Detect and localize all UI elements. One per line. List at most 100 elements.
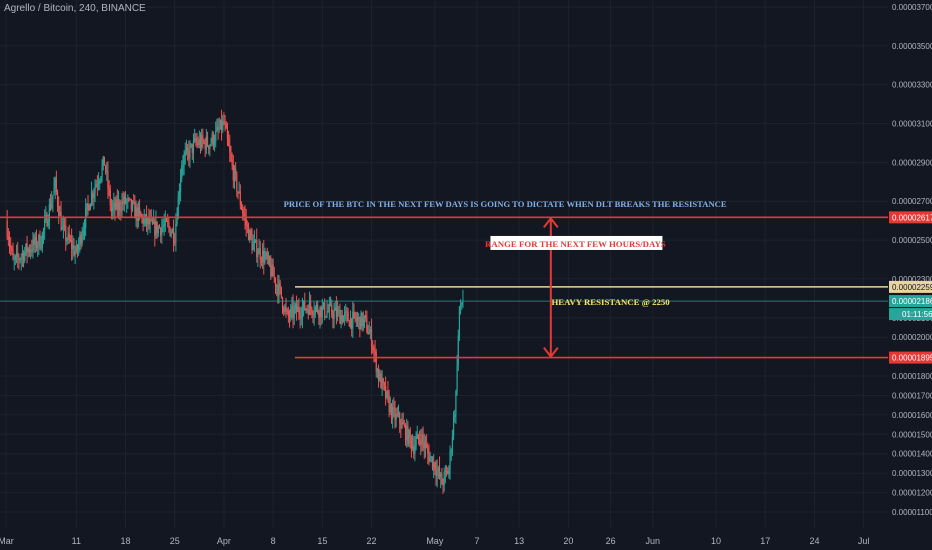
candle-body: [365, 315, 367, 319]
candle-body: [51, 201, 53, 209]
candle-body: [257, 254, 259, 258]
candle-body: [457, 335, 459, 366]
candle-body: [445, 470, 448, 472]
y-tick-label: 0.00001500: [892, 430, 932, 439]
candle-body: [308, 301, 311, 315]
candle-body: [59, 211, 61, 216]
candle-body: [376, 369, 379, 372]
candle-body: [423, 441, 425, 449]
candle-body: [137, 207, 139, 221]
candle-body: [380, 373, 382, 389]
candle-body: [41, 233, 43, 248]
candle-body: [117, 201, 120, 210]
candle-body: [171, 229, 173, 233]
candle-body: [270, 264, 272, 277]
x-tick-label: 20: [563, 536, 573, 546]
candle-body: [381, 378, 383, 389]
countdown-box: [889, 308, 932, 321]
candle-body: [114, 202, 116, 210]
candle-body: [92, 192, 94, 198]
candle-body: [108, 187, 110, 190]
candle-body: [306, 308, 308, 310]
candle-body: [455, 391, 457, 415]
y-tick-label: 0.00002500: [892, 236, 932, 245]
candle-body: [69, 239, 72, 241]
candle-body: [205, 136, 207, 150]
candle-body: [212, 133, 214, 145]
candle-body: [88, 204, 90, 211]
candle-body: [226, 128, 229, 139]
candle-body: [44, 219, 46, 230]
candles: [6, 109, 464, 494]
price-label: 0.00002259: [892, 283, 932, 292]
x-tick-label: 13: [514, 536, 524, 546]
candle-body: [7, 236, 9, 240]
candle-body: [136, 207, 138, 221]
candle-body: [321, 306, 323, 317]
candle-body: [74, 251, 76, 256]
candle-body: [188, 150, 190, 159]
candle-body: [433, 462, 435, 469]
candle-body: [400, 422, 402, 428]
candle-body: [427, 447, 429, 454]
candle-body: [27, 248, 29, 253]
price-axis[interactable]: [888, 0, 932, 550]
candle-body: [68, 233, 70, 240]
candle-body: [128, 198, 130, 200]
x-tick-label: Jul: [858, 536, 870, 546]
candle-body: [197, 142, 199, 145]
candle-body: [83, 228, 86, 231]
candle-body: [33, 239, 35, 245]
candle-body: [436, 470, 438, 476]
candle-body: [237, 191, 239, 193]
candle-body: [235, 168, 237, 175]
candle-body: [233, 168, 236, 181]
price-label-box: [889, 351, 932, 364]
candle-body: [143, 218, 145, 225]
candle-body: [312, 313, 314, 316]
candle-body: [294, 304, 297, 309]
candle-body: [176, 218, 178, 224]
candle-body: [448, 469, 450, 475]
candle-body: [353, 311, 355, 313]
candle-body: [332, 314, 334, 320]
candle-body: [39, 235, 41, 249]
candle-body: [358, 316, 360, 320]
candle-body: [424, 444, 427, 449]
candle-body: [456, 365, 458, 392]
candle-body: [72, 245, 74, 250]
candle-body: [15, 252, 18, 256]
candle-body: [355, 318, 357, 321]
candle-body: [220, 119, 223, 131]
candle-body: [286, 309, 288, 312]
candle-body: [28, 248, 31, 252]
candle-body: [287, 311, 289, 316]
candle-body: [253, 240, 255, 244]
candle-body: [66, 239, 68, 241]
candle-body: [261, 250, 264, 262]
candle-body: [385, 385, 387, 398]
candle-body: [213, 141, 216, 145]
candle-body: [223, 121, 225, 123]
candle-body: [217, 126, 219, 130]
candle-body: [401, 421, 403, 428]
candle-body: [163, 224, 165, 227]
candle-body: [396, 413, 398, 416]
candle-body: [169, 226, 171, 236]
candle-body: [90, 192, 93, 205]
price-label-box: [889, 295, 932, 308]
candle-body: [160, 227, 162, 236]
candle-body: [437, 467, 439, 471]
candle-body: [252, 243, 254, 251]
candle-body: [349, 318, 352, 327]
candle-body: [278, 282, 280, 296]
candle-body: [138, 207, 141, 212]
candle-body: [85, 208, 87, 229]
candle-body: [26, 243, 28, 253]
x-tick-label: 24: [809, 536, 819, 546]
candle-body: [422, 434, 424, 442]
candle-body: [280, 286, 282, 298]
candle-body: [55, 178, 57, 192]
candle-body: [156, 221, 158, 234]
